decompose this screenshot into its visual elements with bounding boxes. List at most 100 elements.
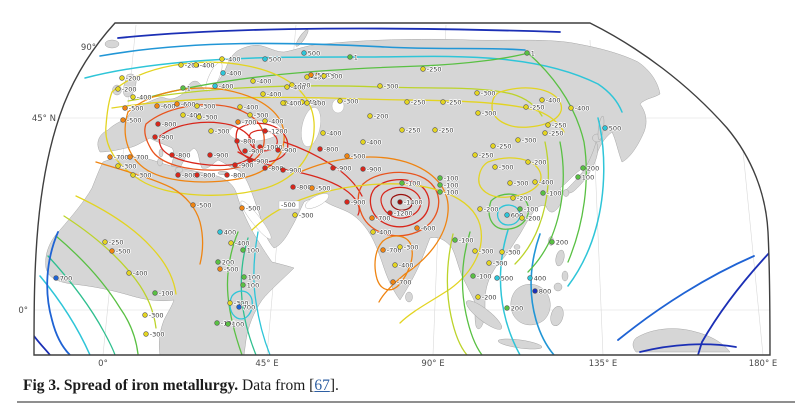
caption-title: Fig 3. Spread of iron metallurgy. — [23, 377, 239, 394]
svg-text:100: 100 — [247, 246, 259, 254]
svg-text:1: 1 — [531, 49, 535, 57]
svg-text:400: 400 — [224, 228, 236, 236]
landmass-java — [497, 338, 543, 350]
svg-text:-300: -300 — [481, 89, 496, 97]
svg-text:-400: -400 — [377, 228, 392, 236]
svg-text:-200: -200 — [484, 205, 499, 213]
caption-text: Data from [ — [238, 377, 315, 394]
svg-text:-250: -250 — [411, 98, 426, 106]
svg-text:-500: -500 — [116, 247, 131, 255]
svg-text:500: 500 — [609, 124, 621, 132]
svg-text:-500: -500 — [281, 201, 296, 209]
contour-lines — [34, 27, 770, 355]
svg-text:-400: -400 — [399, 261, 414, 269]
svg-text:-400: -400 — [289, 99, 304, 107]
landmass-africa — [45, 156, 295, 355]
svg-text:-400: -400 — [296, 81, 311, 89]
svg-text:-250: -250 — [497, 142, 512, 150]
svg-text:-800: -800 — [182, 171, 197, 179]
svg-text:-100: -100 — [159, 289, 174, 297]
svg-text:-500: -500 — [246, 204, 261, 212]
svg-text:-300: -300 — [201, 102, 216, 110]
svg-text:-100: -100 — [547, 189, 562, 197]
svg-text:-300: -300 — [203, 113, 218, 121]
svg-text:-500: -500 — [197, 201, 212, 209]
svg-text:500: 500 — [308, 49, 320, 57]
landmass-layer — [45, 29, 731, 355]
svg-text:-400: -400 — [187, 111, 202, 119]
svg-text:-300: -300 — [384, 82, 399, 90]
landmass-honshu — [565, 141, 599, 194]
svg-text:1: 1 — [187, 84, 191, 92]
svg-text:-400: -400 — [235, 239, 250, 247]
svg-text:-250: -250 — [552, 121, 567, 129]
svg-text:-400: -400 — [267, 90, 282, 98]
svg-text:-400: -400 — [539, 178, 554, 186]
svg-text:90°: 90° — [81, 43, 96, 53]
svg-text:45° N: 45° N — [32, 114, 56, 124]
svg-text:-100: -100 — [406, 179, 421, 187]
svg-text:-250: -250 — [427, 65, 442, 73]
svg-text:-500: -500 — [316, 184, 331, 192]
svg-text:-300: -300 — [493, 259, 508, 267]
svg-text:100: 100 — [582, 173, 594, 181]
svg-text:-800: -800 — [176, 151, 191, 159]
svg-text:800: 800 — [539, 287, 551, 295]
svg-text:-400: -400 — [133, 269, 148, 277]
svg-text:-200: -200 — [185, 61, 200, 69]
svg-text:-300: -300 — [137, 171, 152, 179]
svg-text:-300: -300 — [482, 109, 497, 117]
svg-text:-300: -300 — [344, 97, 359, 105]
svg-text:-700: -700 — [376, 214, 391, 222]
landmass-luzon — [555, 249, 565, 267]
svg-text:45° E: 45° E — [255, 359, 278, 369]
svg-text:-400: -400 — [137, 93, 152, 101]
landmass-sulawesi — [550, 305, 564, 327]
svg-text:-900: -900 — [282, 146, 297, 154]
landmass-corsica — [158, 148, 164, 158]
svg-text:100: 100 — [248, 273, 260, 281]
x-axis-tick-labels: 0° 45° E 90° E 135° E 180° E — [98, 359, 777, 369]
svg-text:200: 200 — [556, 238, 568, 246]
svg-text:-900: -900 — [214, 151, 229, 159]
caspian-sea — [301, 107, 321, 147]
svg-text:-300: -300 — [479, 247, 494, 255]
svg-text:-100: -100 — [444, 188, 459, 196]
svg-text:-250: -250 — [479, 151, 494, 159]
svg-text:-1000: -1000 — [264, 143, 283, 151]
svg-text:-400: -400 — [311, 99, 326, 107]
svg-text:-400: -400 — [227, 69, 242, 77]
svg-text:-400: -400 — [244, 103, 259, 111]
persian-gulf — [305, 193, 329, 209]
reference-link[interactable]: 67 — [314, 377, 330, 394]
figure-caption: Fig 3. Spread of iron metallurgy. Data f… — [23, 377, 783, 395]
data-points: -200-200-400-200 -400-400 500-400-4001-400… — [53, 49, 622, 339]
svg-text:-300: -300 — [328, 72, 343, 80]
svg-text:-300: -300 — [149, 311, 164, 319]
svg-text:-200: -200 — [122, 85, 137, 93]
svg-text:-900: -900 — [159, 133, 174, 141]
svg-text:-200: -200 — [532, 158, 547, 166]
svg-text:-300: -300 — [254, 111, 269, 119]
svg-text:-800: -800 — [162, 120, 177, 128]
svg-text:-300: -300 — [122, 162, 137, 170]
svg-text:200: 200 — [222, 258, 234, 266]
svg-text:500: 500 — [501, 274, 513, 282]
svg-text:-800: -800 — [201, 171, 216, 179]
svg-text:-400: -400 — [546, 96, 561, 104]
landmass-sri-lanka — [405, 291, 413, 303]
svg-text:500: 500 — [269, 55, 281, 63]
svg-text:-1400: -1400 — [404, 198, 423, 206]
svg-text:-300: -300 — [499, 163, 514, 171]
svg-text:-200: -200 — [526, 214, 541, 222]
svg-text:-900: -900 — [254, 157, 269, 165]
iron-metallurgy-map: -200-200-400-200 -400-400 500-400-4001-400… — [18, 22, 777, 369]
svg-text:-700: -700 — [397, 278, 412, 286]
svg-text:-300: -300 — [506, 248, 521, 256]
svg-text:-700: -700 — [114, 153, 129, 161]
svg-text:-400: -400 — [269, 117, 284, 125]
svg-text:1: 1 — [354, 53, 358, 61]
svg-text:-900: -900 — [351, 198, 366, 206]
svg-text:-300: -300 — [150, 330, 165, 338]
